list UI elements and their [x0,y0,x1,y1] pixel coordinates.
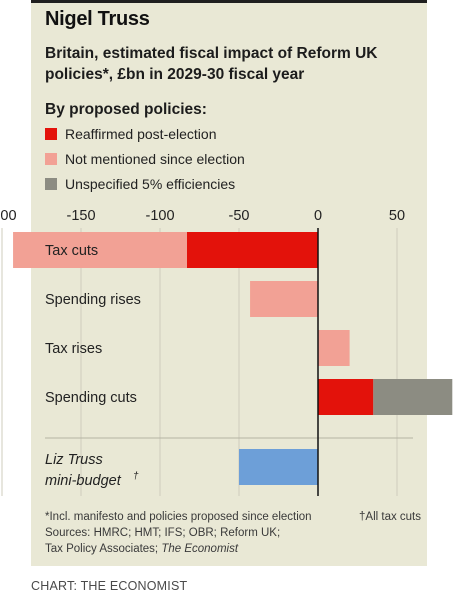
footnote-sources-cont: Tax Policy Associates; The Economist [45,541,421,557]
footnote-manifesto: *Incl. manifesto and policies proposed s… [45,511,312,523]
bar-segment [186,232,318,268]
legend-label-reaffirmed: Reaffirmed post-election [65,126,217,142]
chart-credit: CHART: THE ECONOMIST [31,579,188,593]
legend-swatch-not-mentioned [45,153,57,165]
category-label: Spending rises [45,292,141,308]
bar-segment [250,281,318,317]
legend-label-efficiencies: Unspecified 5% efficiencies [65,176,236,192]
chart-subtitle: Britain, estimated fiscal impact of Refo… [45,45,378,83]
legend-item-not-mentioned: Not mentioned since election [45,149,245,169]
legend-item-reaffirmed: Reaffirmed post-election [45,124,216,144]
footnote-sources-plain: Tax Policy Associates; [45,543,162,555]
footnote-sources: Sources: HMRC; HMT; IFS; OBR; Reform UK; [45,527,281,539]
footnote: *Incl. manifesto and policies proposed s… [45,509,421,557]
x-tick-label: -50 [229,208,250,224]
bar-segment [318,379,374,415]
comparison-label-marker: † [133,471,139,482]
bar-segment [373,379,453,415]
legend-item-efficiencies: Unspecified 5% efficiencies [45,174,235,194]
category-label: Spending cuts [45,390,137,406]
comparison-label-line1: Liz Truss [45,452,103,468]
chart-card [31,0,427,566]
footnote-sources-italic: The Economist [161,543,239,555]
legend-label-not-mentioned: Not mentioned since election [65,151,245,167]
x-tick-label: 0 [314,208,322,224]
comparison-bar [239,449,318,485]
category-label: Tax rises [45,341,102,357]
category-label: Tax cuts [45,243,98,259]
chart-title: Nigel Truss [45,8,150,30]
x-tick-label: 50 [389,208,405,224]
legend-swatch-reaffirmed [45,128,57,140]
x-tick-label: -100 [145,208,174,224]
bar-segment [13,232,187,268]
x-tick-label: -200 [0,208,17,224]
legend-title: By proposed policies: [45,101,207,118]
comparison-label-line2: mini-budget [45,473,122,489]
legend-swatch-efficiencies [45,178,57,190]
top-rule [31,0,427,3]
footnote-tax-cuts: †All tax cuts [359,511,421,523]
bar-segment [318,330,350,366]
x-tick-label: -150 [66,208,95,224]
